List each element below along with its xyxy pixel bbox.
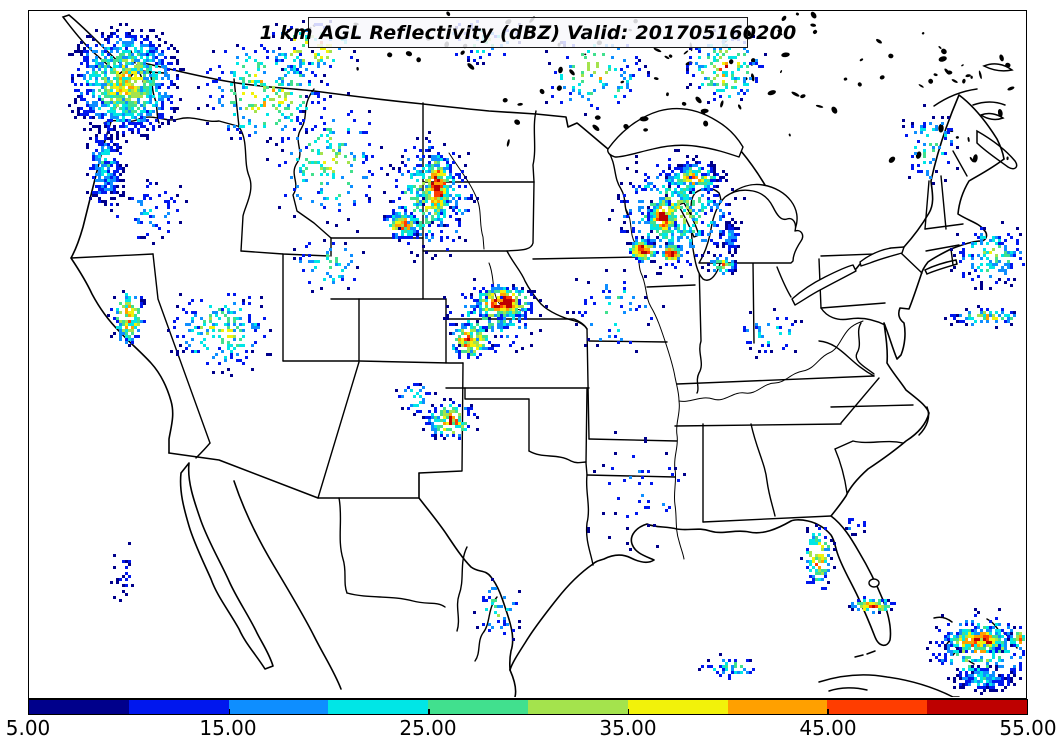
colorbar-tick xyxy=(428,709,430,714)
anticosti-island xyxy=(982,63,1014,72)
colorbar-tick-label: 25.00 xyxy=(399,716,457,740)
puget-sound xyxy=(148,68,160,124)
long-island xyxy=(923,259,958,275)
colorbar-segment xyxy=(727,700,828,714)
colorbar-segment xyxy=(627,700,728,714)
nova-scotia xyxy=(976,129,1018,170)
map-frame xyxy=(28,10,1027,699)
lake-okeechobee xyxy=(868,578,880,588)
bahamas-abaco xyxy=(933,616,953,623)
colorbar-segment xyxy=(527,700,628,714)
colorbar-tick-label: 55.00 xyxy=(999,716,1057,740)
map-title-box: 1 km AGL Reflectivity (dBZ) Valid: 20170… xyxy=(260,17,796,48)
islands-and-coast-detail xyxy=(61,14,1018,697)
lake-ontario xyxy=(859,246,905,267)
colorbar xyxy=(28,699,1028,715)
great-lakes xyxy=(607,107,905,588)
map-title: 1 km AGL Reflectivity (dBZ) Valid: 20170… xyxy=(259,21,797,44)
colorbar-tick xyxy=(228,709,231,714)
state-borders xyxy=(70,78,968,662)
prince-edward-island xyxy=(979,112,1005,121)
cape-hatteras-banks xyxy=(918,406,930,436)
colorbar-tick-label: 5.00 xyxy=(5,716,51,740)
colorbar-tick-label: 45.00 xyxy=(799,716,857,740)
colorbar-segment xyxy=(328,700,429,714)
radar-echo-layer xyxy=(68,20,1025,695)
colorbar-tick xyxy=(827,709,829,714)
colorbar-segment xyxy=(228,700,329,714)
radar-map xyxy=(61,11,1025,697)
florida-keys xyxy=(854,650,876,658)
colorbar-tick xyxy=(627,709,630,714)
colorbar-segment xyxy=(827,700,928,714)
colorbar-segment xyxy=(29,700,129,714)
colorbar-tick-label: 35.00 xyxy=(599,716,657,740)
colorbar-segment xyxy=(428,700,528,714)
bahamas-cay xyxy=(968,660,975,665)
colorbar-segment xyxy=(927,700,1027,714)
cuba-north-coast xyxy=(818,674,960,697)
colorbar-labels: 5.00 15.00 25.00 35.00 45.00 55.00 xyxy=(6,716,1060,742)
new-brunswick-coast xyxy=(933,88,1006,107)
cuba-detail xyxy=(828,687,868,692)
lake-erie xyxy=(791,264,857,306)
colorbar-segment xyxy=(128,700,229,714)
colorbar-tick-label: 15.00 xyxy=(199,716,257,740)
